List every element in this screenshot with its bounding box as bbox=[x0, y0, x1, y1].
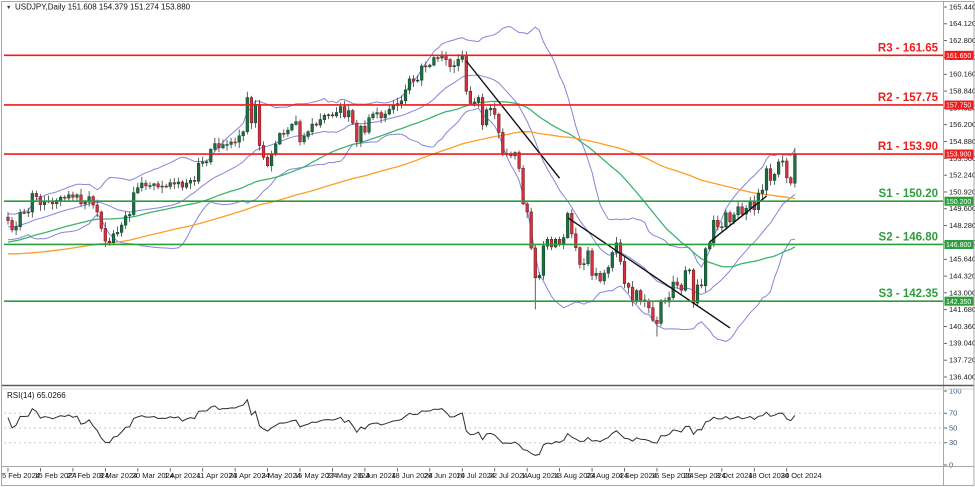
price-tick-label: 144.320 bbox=[949, 272, 975, 281]
level-price-box bbox=[944, 196, 975, 206]
price-axis[interactable]: 136.400 137.720 139.040 140.360 141.680 143.0… bbox=[943, 2, 975, 381]
date-tick-label: 1 Aug 2024 bbox=[521, 471, 559, 480]
level-label-s2: S2 - 146.80 bbox=[879, 232, 938, 244]
date-tick-label: 22 Jul 2024 bbox=[489, 471, 528, 480]
price-tick-label: 139.040 bbox=[949, 339, 975, 348]
date-tick-label: 18 Oct 2024 bbox=[748, 471, 789, 480]
date-tick-label: 8 Oct 2024 bbox=[716, 471, 753, 480]
trendline[interactable] bbox=[567, 217, 731, 329]
rsi-line[interactable] bbox=[7, 398, 796, 456]
level-label-s1: S1 - 150.20 bbox=[879, 188, 938, 200]
date-tick-label: 4 Sep 2024 bbox=[619, 471, 657, 480]
rsi-pane[interactable]: 100 70 50 30 0 bbox=[4, 386, 962, 469]
price-tick-label: 162.800 bbox=[949, 36, 975, 45]
level-label-r2: R2 - 157.75 bbox=[878, 92, 939, 104]
rsi-indicator-label: RSI(14) 65.0266 bbox=[7, 391, 66, 400]
rsi-tick-label: 50 bbox=[949, 423, 957, 432]
date-tick-label: 23 Apr 2024 bbox=[229, 471, 269, 480]
level-price-box-label: 146.800 bbox=[946, 242, 971, 249]
price-tick-label: 156.200 bbox=[949, 120, 975, 129]
date-tick-label: 15 Feb 2024 bbox=[34, 471, 76, 480]
date-tick-label: 1 Apr 2024 bbox=[164, 471, 200, 480]
date-tick-label: 16 Sep 2024 bbox=[651, 471, 694, 480]
level-price-box bbox=[944, 100, 975, 110]
rsi-tick-label: 0 bbox=[949, 460, 953, 469]
rsi-tick-label: 100 bbox=[949, 386, 962, 395]
level-price-box bbox=[944, 149, 975, 159]
rsi-tick-label: 70 bbox=[949, 409, 957, 418]
date-tick-label: 20 Mar 2024 bbox=[132, 471, 174, 480]
price-tick-label: 136.400 bbox=[949, 372, 975, 381]
sma-slow-line[interactable] bbox=[8, 131, 795, 255]
trendline[interactable] bbox=[465, 60, 561, 179]
trendline[interactable] bbox=[709, 195, 767, 243]
date-tick-label: 30 Oct 2024 bbox=[781, 471, 822, 480]
price-tick-label: 165.440 bbox=[949, 2, 975, 11]
price-tick-label: 150.920 bbox=[949, 187, 975, 196]
level-label-r3: R3 - 161.65 bbox=[878, 42, 939, 54]
price-tick-label: 158.840 bbox=[949, 87, 975, 96]
level-price-box bbox=[944, 240, 975, 249]
date-tick-label: 3 May 2024 bbox=[262, 471, 301, 480]
level-price-box-label: 161.650 bbox=[946, 53, 971, 60]
date-tick-label: 5 Feb 2024 bbox=[2, 471, 40, 480]
main-pane[interactable] bbox=[6, 26, 797, 342]
level-label-r1: R1 - 153.90 bbox=[878, 141, 938, 153]
level-price-box-label: 157.750 bbox=[946, 103, 971, 110]
rsi-tick-label: 30 bbox=[949, 438, 957, 447]
date-tick-label: 28 Jun 2024 bbox=[424, 471, 465, 480]
level-price-box bbox=[944, 296, 975, 306]
level-label-s3: S3 - 142.35 bbox=[879, 288, 939, 300]
bollinger-upper-band[interactable] bbox=[8, 26, 796, 268]
candles-layer bbox=[6, 50, 797, 337]
date-tick-label: 27 Feb 2024 bbox=[67, 471, 109, 480]
date-tick-label: 10 Jul 2024 bbox=[456, 471, 495, 480]
date-tick-label: 8 Mar 2024 bbox=[99, 471, 137, 480]
date-tick-label: 11 Apr 2024 bbox=[197, 471, 237, 480]
date-tick-label: 27 May 2024 bbox=[327, 471, 370, 480]
date-tick-label: 13 Aug 2024 bbox=[554, 471, 596, 480]
symbol-dropdown-icon[interactable]: ▼ bbox=[6, 5, 11, 11]
price-tick-label: 154.880 bbox=[949, 137, 975, 146]
price-tick-label: 160.160 bbox=[949, 70, 975, 79]
price-tick-label: 164.120 bbox=[949, 19, 975, 28]
date-tick-label: 15 May 2024 bbox=[294, 471, 337, 480]
symbol-ohlc-line: USDJPY,Daily 151.608 154.379 151.274 153… bbox=[15, 3, 191, 12]
price-tick-label: 148.280 bbox=[949, 221, 975, 230]
price-tick-label: 140.360 bbox=[949, 322, 975, 331]
price-tick-label: 149.600 bbox=[949, 204, 975, 213]
price-tick-label: 152.240 bbox=[949, 171, 975, 180]
level-price-box-label: 153.900 bbox=[946, 152, 971, 159]
date-tick-label: 23 Aug 2024 bbox=[586, 471, 628, 480]
date-tick-label: 6 Jun 2024 bbox=[359, 471, 396, 480]
price-tick-label: 145.640 bbox=[949, 255, 975, 264]
price-tick-label: 143.000 bbox=[949, 288, 975, 297]
bollinger-middle-band[interactable] bbox=[7, 74, 796, 295]
level-price-box-label: 150.200 bbox=[946, 199, 971, 206]
price-tick-label: 137.720 bbox=[949, 356, 975, 365]
sma-fast-line[interactable] bbox=[7, 100, 796, 268]
level-price-box-label: 142.350 bbox=[946, 299, 971, 306]
date-tick-label: 26 Sep 2024 bbox=[683, 471, 726, 480]
price-tick-label: 141.680 bbox=[949, 305, 975, 314]
date-tick-label: 18 Jun 2024 bbox=[391, 471, 432, 480]
level-price-box bbox=[944, 50, 975, 60]
